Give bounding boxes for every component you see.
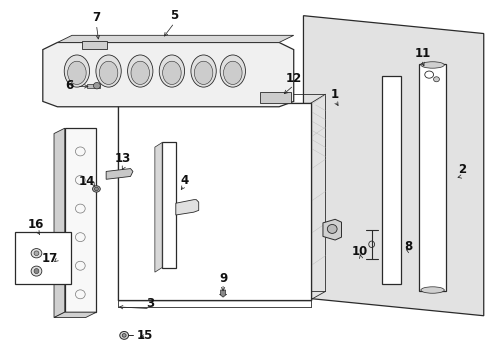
Polygon shape: [260, 93, 291, 103]
Ellipse shape: [122, 334, 126, 337]
Polygon shape: [382, 76, 401, 284]
Ellipse shape: [120, 332, 128, 339]
Polygon shape: [419, 64, 446, 291]
Ellipse shape: [127, 55, 153, 87]
Text: 13: 13: [115, 152, 131, 165]
Ellipse shape: [434, 77, 440, 82]
Text: 3: 3: [146, 297, 154, 310]
Ellipse shape: [96, 55, 121, 87]
Text: 14: 14: [78, 175, 95, 188]
Bar: [87, 84, 100, 88]
Text: 10: 10: [351, 245, 368, 258]
Ellipse shape: [223, 61, 242, 85]
Polygon shape: [323, 219, 342, 240]
Ellipse shape: [220, 55, 245, 87]
Polygon shape: [220, 290, 226, 297]
Ellipse shape: [31, 249, 42, 258]
Text: 7: 7: [92, 11, 100, 24]
Text: 17: 17: [42, 252, 58, 265]
Ellipse shape: [34, 251, 39, 256]
Bar: [15, 232, 71, 284]
Ellipse shape: [421, 287, 444, 293]
Ellipse shape: [34, 269, 39, 274]
Text: 9: 9: [219, 272, 227, 285]
Ellipse shape: [68, 61, 86, 85]
Polygon shape: [57, 35, 294, 42]
Text: 1: 1: [331, 88, 339, 101]
Bar: [82, 41, 107, 49]
Ellipse shape: [163, 61, 181, 85]
Ellipse shape: [191, 55, 216, 87]
Ellipse shape: [31, 266, 42, 276]
Text: 16: 16: [27, 218, 44, 231]
Text: 8: 8: [404, 240, 413, 253]
Ellipse shape: [195, 61, 213, 85]
Ellipse shape: [94, 82, 100, 89]
Text: 2: 2: [458, 163, 466, 176]
Polygon shape: [54, 312, 97, 318]
Ellipse shape: [93, 186, 100, 192]
Polygon shape: [106, 168, 133, 179]
Text: 5: 5: [170, 9, 178, 22]
Polygon shape: [162, 143, 176, 267]
Polygon shape: [118, 103, 311, 300]
Polygon shape: [43, 42, 294, 107]
Ellipse shape: [159, 55, 185, 87]
Polygon shape: [54, 128, 65, 318]
Ellipse shape: [99, 61, 118, 85]
Ellipse shape: [64, 55, 90, 87]
Text: 6: 6: [66, 79, 74, 92]
Polygon shape: [303, 16, 484, 316]
Text: 15: 15: [137, 329, 153, 342]
Text: 12: 12: [286, 72, 302, 85]
Ellipse shape: [95, 187, 98, 191]
Polygon shape: [65, 128, 97, 312]
Text: 4: 4: [180, 174, 188, 186]
Ellipse shape: [327, 225, 337, 233]
Ellipse shape: [421, 62, 444, 68]
Polygon shape: [155, 143, 162, 272]
Text: 11: 11: [415, 47, 431, 60]
Ellipse shape: [131, 61, 149, 85]
Polygon shape: [176, 200, 199, 215]
